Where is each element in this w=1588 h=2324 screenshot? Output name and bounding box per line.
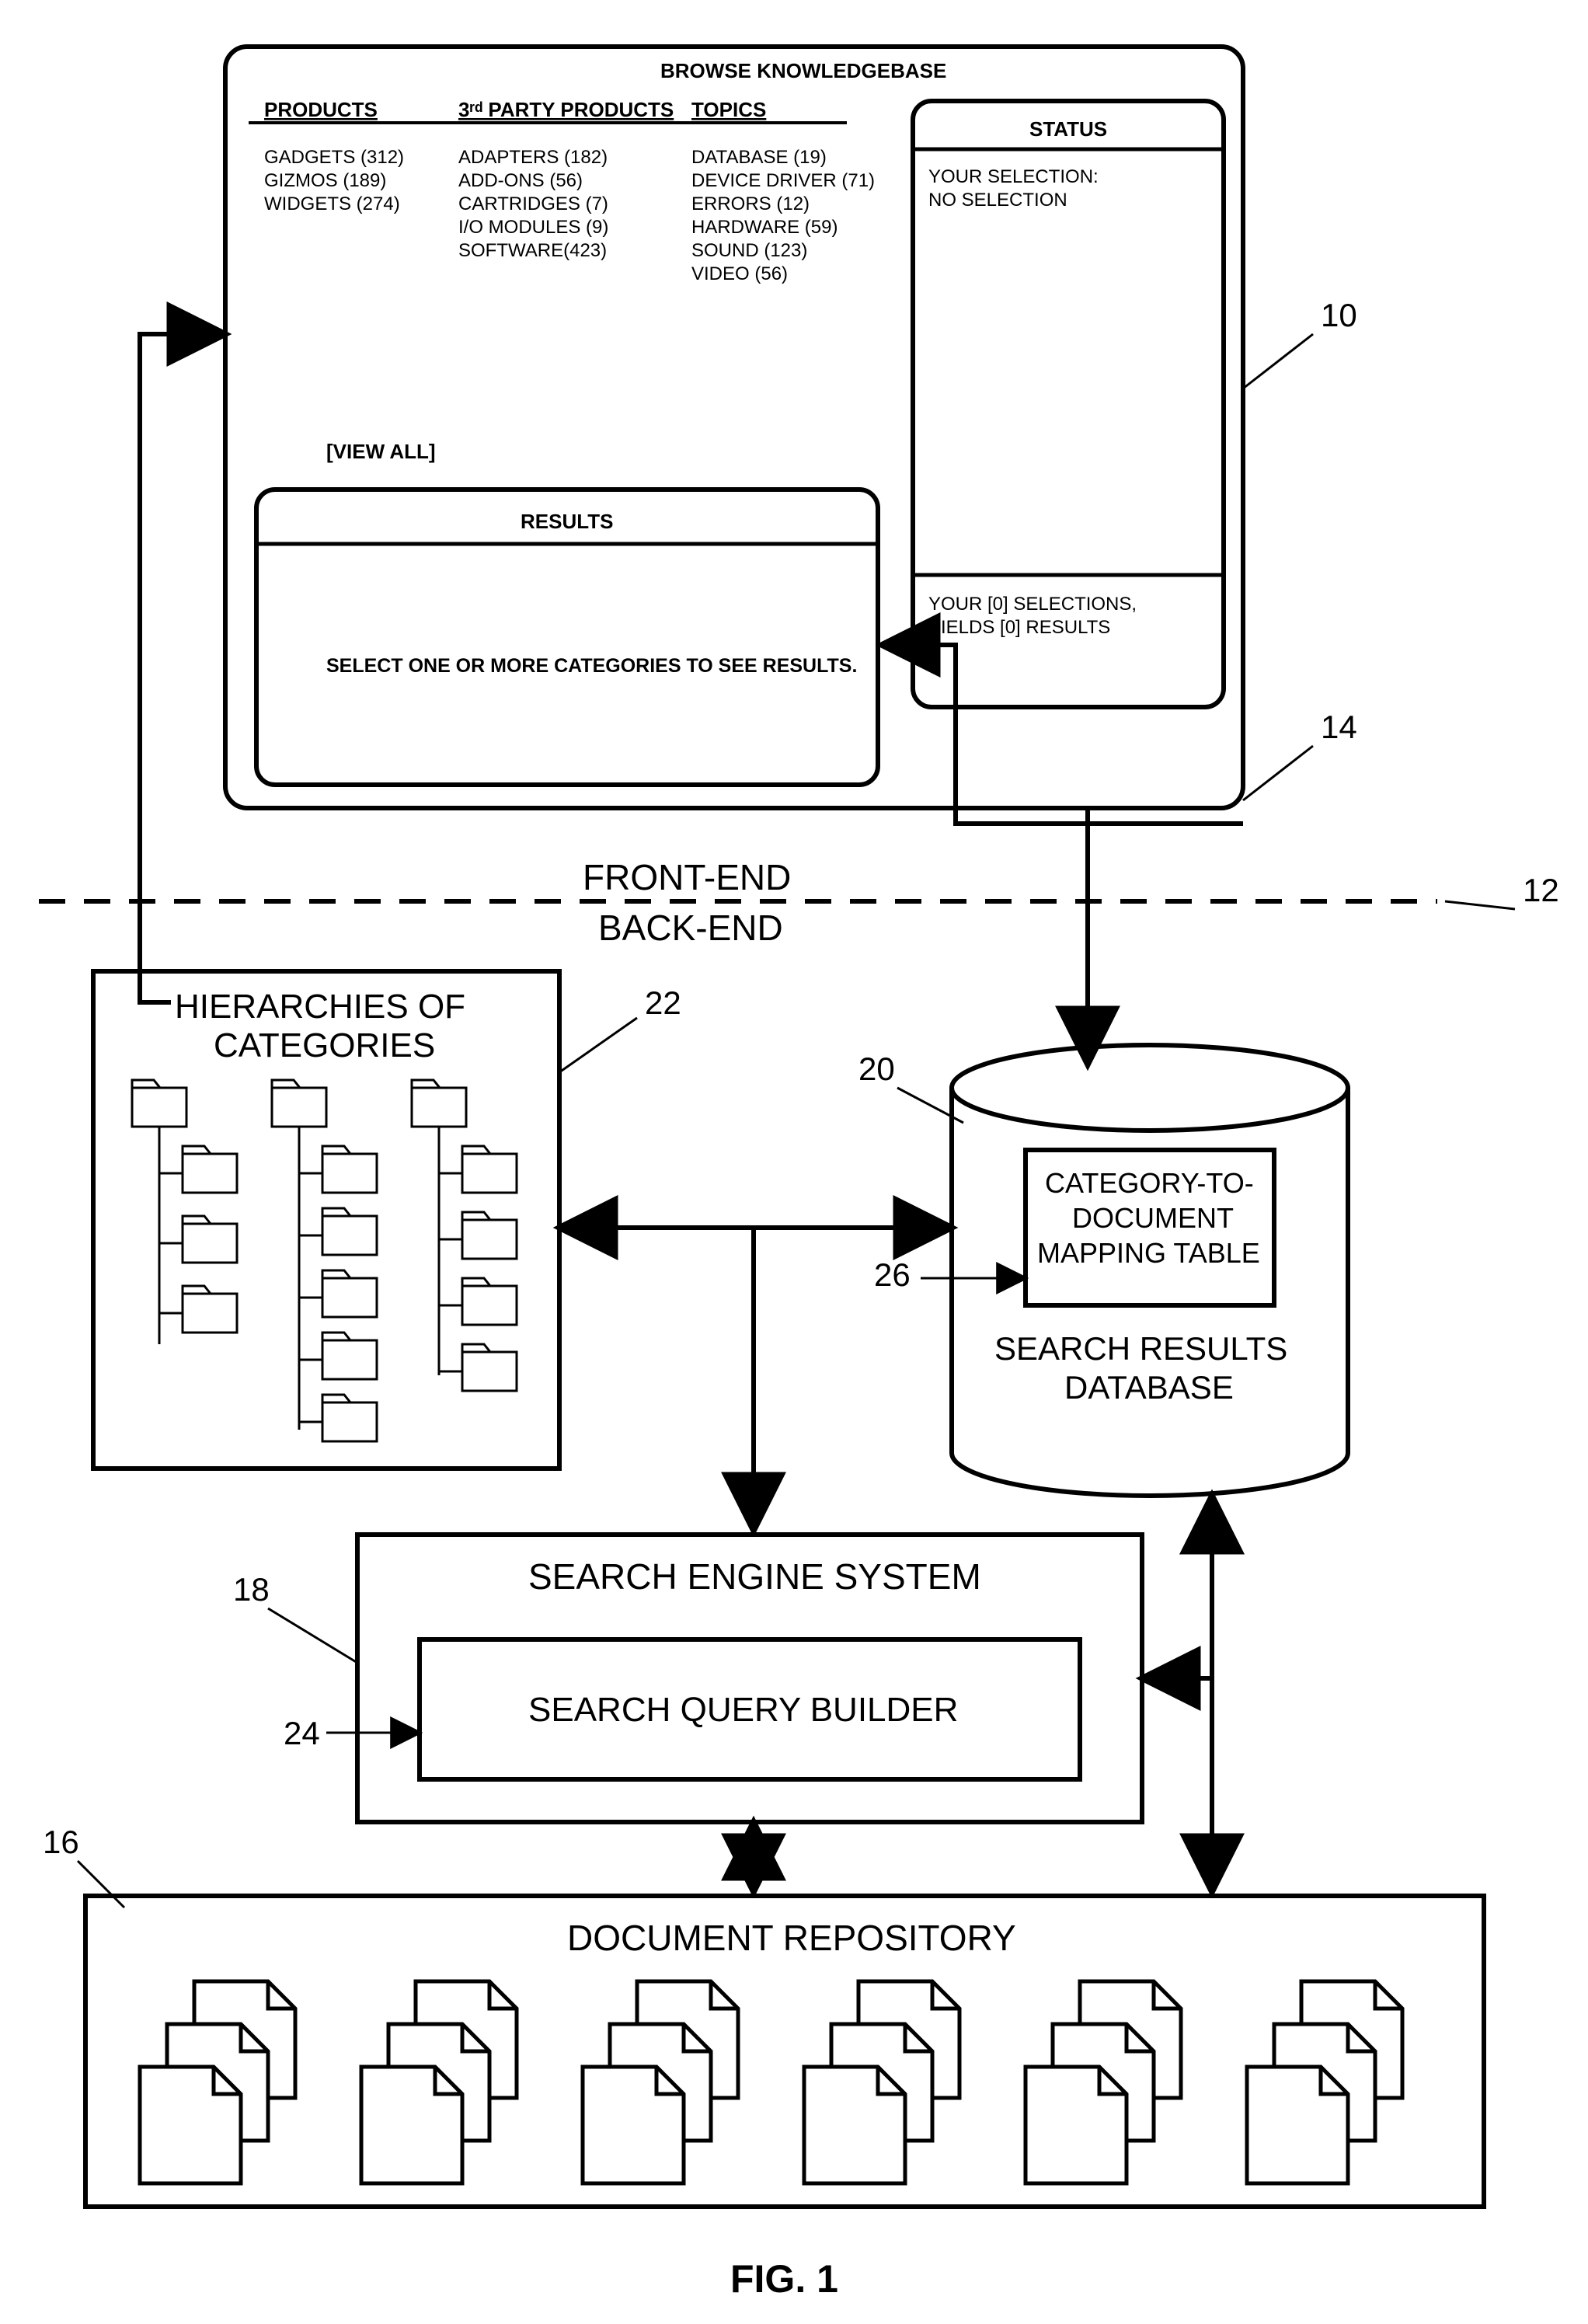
col1-header: PRODUCTS: [264, 98, 378, 121]
db-label1: CATEGORY-TO-: [1045, 1167, 1254, 1199]
status-title: STATUS: [1029, 117, 1107, 141]
db-label2: DOCUMENT: [1072, 1202, 1234, 1234]
list-item[interactable]: HARDWARE (59): [691, 217, 838, 238]
ref-14: 14: [1321, 709, 1357, 745]
list-item[interactable]: SOUND (123): [691, 240, 807, 261]
diagram-svg: BROWSE KNOWLEDGEBASE PRODUCTS 3ʳᵈ PARTY …: [0, 0, 1588, 2324]
view-all-link[interactable]: [VIEW ALL]: [326, 440, 436, 463]
col3-items: DATABASE (19) DEVICE DRIVER (71) ERRORS …: [691, 147, 875, 284]
ref-10: 10: [1321, 297, 1357, 333]
status-footer1: YOUR [0] SELECTIONS,: [928, 594, 1137, 615]
front-end-label: FRONT-END: [583, 857, 791, 897]
db-name2: DATABASE: [1064, 1369, 1234, 1406]
status-line2: NO SELECTION: [928, 190, 1067, 211]
folder-tree-3: [412, 1080, 517, 1391]
folder-tree-1: [132, 1080, 237, 1344]
results-title: RESULTS: [521, 510, 613, 533]
hierarchies-title1: HIERARCHIES OF: [175, 988, 465, 1026]
doc-repo-title: DOCUMENT REPOSITORY: [567, 1918, 1016, 1958]
figure-1-diagram: BROWSE KNOWLEDGEBASE PRODUCTS 3ʳᵈ PARTY …: [0, 0, 1588, 2324]
search-engine-title: SEARCH ENGINE SYSTEM: [528, 1556, 981, 1597]
list-item[interactable]: DEVICE DRIVER (71): [691, 170, 875, 191]
ref-20: 20: [858, 1051, 895, 1087]
ref-18: 18: [233, 1571, 270, 1608]
col2-header: 3ʳᵈ PARTY PRODUCTS: [458, 98, 674, 121]
search-query-builder-label: SEARCH QUERY BUILDER: [528, 1691, 958, 1729]
db-name1: SEARCH RESULTS: [994, 1330, 1287, 1367]
results-panel: [256, 490, 878, 785]
database-cylinder: CATEGORY-TO- DOCUMENT MAPPING TABLE SEAR…: [952, 1045, 1348, 1496]
ref-16: 16: [43, 1824, 79, 1860]
list-item[interactable]: ERRORS (12): [691, 193, 810, 214]
ref-22: 22: [645, 984, 681, 1021]
list-item[interactable]: CARTRIDGES (7): [458, 193, 608, 214]
status-line1: YOUR SELECTION:: [928, 166, 1099, 187]
col3-header: TOPICS: [691, 98, 766, 121]
list-item[interactable]: VIDEO (56): [691, 263, 788, 284]
list-item[interactable]: DATABASE (19): [691, 147, 827, 168]
list-item[interactable]: GADGETS (312): [264, 147, 404, 168]
results-body: SELECT ONE OR MORE CATEGORIES TO SEE RES…: [326, 655, 857, 677]
list-item[interactable]: GIZMOS (189): [264, 170, 386, 191]
list-item[interactable]: ADAPTERS (182): [458, 147, 608, 168]
figure-label: FIG. 1: [730, 2257, 838, 2301]
folder-tree-2: [272, 1080, 377, 1441]
ref-26: 26: [874, 1256, 911, 1293]
ref-12: 12: [1523, 872, 1559, 908]
hierarchies-title2: CATEGORIES: [214, 1026, 435, 1064]
list-item[interactable]: WIDGETS (274): [264, 193, 400, 214]
col1-items: GADGETS (312) GIZMOS (189) WIDGETS (274): [264, 147, 404, 214]
ref-24: 24: [284, 1715, 320, 1751]
list-item[interactable]: I/O MODULES (9): [458, 217, 608, 238]
list-item[interactable]: SOFTWARE(423): [458, 240, 607, 261]
list-item[interactable]: ADD-ONS (56): [458, 170, 583, 191]
status-footer2: YIELDS [0] RESULTS: [928, 617, 1110, 638]
doc-clusters: [140, 1981, 1402, 2183]
browse-title: BROWSE KNOWLEDGEBASE: [660, 59, 946, 82]
col2-items: ADAPTERS (182) ADD-ONS (56) CARTRIDGES (…: [458, 147, 608, 261]
db-label3: MAPPING TABLE: [1037, 1237, 1260, 1269]
back-end-label: BACK-END: [598, 908, 783, 948]
